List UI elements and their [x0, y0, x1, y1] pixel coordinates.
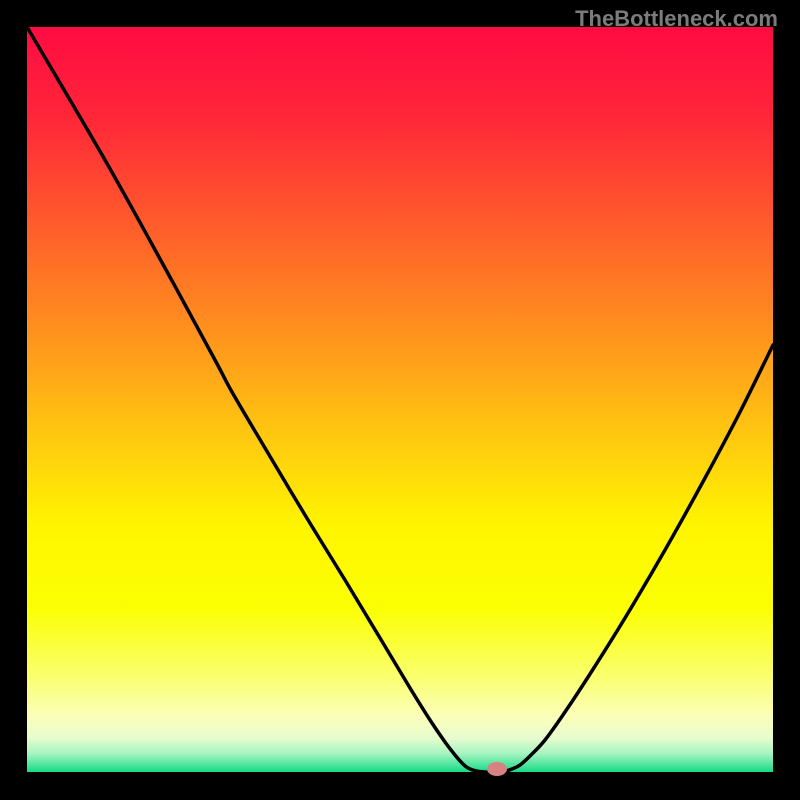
- optimal-point-marker: [487, 762, 507, 776]
- chart-container: TheBottleneck.com: [0, 0, 800, 800]
- watermark-text: TheBottleneck.com: [575, 6, 778, 32]
- bottleneck-curve-chart: [0, 0, 800, 800]
- plot-gradient: [27, 27, 773, 772]
